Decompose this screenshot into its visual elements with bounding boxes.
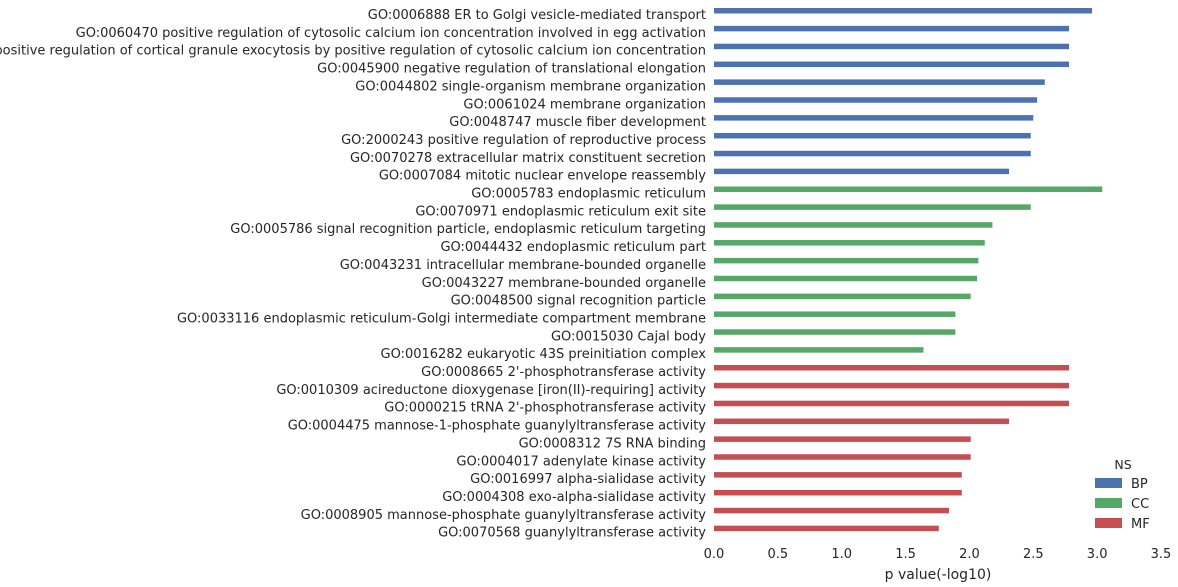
category-label: GO:0000215 tRNA 2'-phosphotransferase ac… — [384, 401, 706, 416]
bar — [714, 79, 1045, 85]
legend-swatch — [1095, 498, 1122, 508]
x-tick-label: 2.0 — [959, 547, 980, 562]
bar — [714, 25, 1070, 32]
category-label: GO:0044432 endoplasmic reticulum part — [440, 240, 706, 255]
category-label: GO:0043231 intracellular membrane-bounde… — [340, 258, 706, 273]
category-label: GO:2000243 positive regulation of reprod… — [341, 133, 706, 148]
category-label: GO:0061024 membrane organization — [463, 97, 706, 112]
category-label: GO:0060472 positive regulation of cortic… — [0, 44, 706, 59]
legend-swatch — [1095, 478, 1122, 488]
category-label: GO:0008665 2'-phosphotransferase activit… — [421, 365, 706, 380]
legend-label: CC — [1131, 497, 1149, 512]
bar — [714, 454, 971, 460]
bars — [714, 8, 1103, 532]
bar — [714, 43, 1070, 50]
legend-entries: BP CC MF — [1095, 477, 1150, 532]
category-label: GO:0008905 mannose-phosphate guanylyltra… — [301, 508, 707, 523]
x-tick-label: 0.5 — [768, 547, 789, 562]
bar — [714, 382, 1070, 389]
category-label: GO:0010309 acireductone dioxygenase [iro… — [276, 383, 706, 398]
category-label: GO:0004017 adenylate kinase activity — [456, 454, 706, 469]
bar — [714, 347, 924, 353]
category-label: GO:0070971 endoplasmic reticulum exit si… — [415, 204, 706, 219]
bar — [714, 311, 956, 317]
category-label: GO:0008312 7S RNA binding — [519, 436, 706, 451]
bar — [714, 472, 962, 478]
bar — [714, 293, 971, 300]
category-label: GO:0048500 signal recognition particle — [451, 294, 706, 309]
x-tick-label: 3.5 — [1151, 547, 1172, 562]
bar — [714, 257, 979, 264]
bar — [714, 436, 971, 442]
x-tick-label: 1.5 — [895, 547, 916, 562]
category-label: GO:0015030 Cajal body — [551, 329, 706, 344]
bar — [714, 525, 939, 532]
category-label: GO:0007084 mitotic nuclear envelope reas… — [379, 169, 706, 184]
bar — [714, 418, 1010, 425]
x-tick-label: 0.0 — [704, 547, 725, 562]
bar — [714, 329, 956, 335]
category-label: GO:0070278 extracellular matrix constitu… — [350, 151, 706, 166]
bar — [714, 489, 962, 496]
x-tick-label: 1.0 — [831, 547, 852, 562]
x-tick-label: 2.5 — [1023, 547, 1044, 562]
bar — [714, 204, 1031, 210]
category-label: GO:0004475 mannose-1-phosphate guanylylt… — [288, 419, 707, 434]
category-label: GO:0048747 muscle fiber development — [449, 115, 706, 130]
category-label: GO:0016282 eukaryotic 43S preinitiation … — [381, 347, 707, 362]
category-label: GO:0016997 alpha-sialidase activity — [470, 472, 706, 487]
bar — [714, 8, 1093, 14]
legend: NS BP CC MF — [1095, 457, 1150, 532]
category-label: GO:0005786 signal recognition particle, … — [230, 222, 706, 237]
bar — [714, 132, 1031, 139]
category-label: GO:0004308 exo-alpha-sialidase activity — [442, 490, 706, 505]
category-label: GO:0044802 single-organism membrane orga… — [355, 79, 706, 94]
legend-label: MF — [1131, 517, 1150, 532]
category-label: GO:0060470 positive regulation of cytoso… — [76, 26, 706, 41]
legend-swatch — [1095, 518, 1122, 528]
category-label: GO:0005783 endoplasmic reticulum — [471, 187, 706, 202]
bar — [714, 400, 1070, 407]
legend-label: BP — [1131, 477, 1148, 492]
category-label: GO:0006888 ER to Golgi vesicle-mediated … — [368, 8, 706, 23]
bar — [714, 97, 1038, 103]
bar — [714, 507, 949, 514]
x-axis: 0.0 0.5 1.0 1.5 2.0 2.5 3.0 3.5 — [704, 547, 1172, 562]
bar — [714, 150, 1031, 157]
bar — [714, 365, 1070, 371]
legend-title: NS — [1114, 457, 1131, 472]
bar — [714, 275, 978, 282]
bar — [714, 222, 993, 228]
category-label: GO:0070568 guanylyltransferase activity — [438, 526, 706, 541]
bar — [714, 186, 1103, 192]
category-label: GO:0033116 endoplasmic reticulum-Golgi i… — [177, 311, 706, 326]
category-labels: GO:0006888 ER to Golgi vesicle-mediated … — [0, 8, 706, 541]
bar — [714, 115, 1034, 121]
bar — [714, 61, 1070, 68]
category-label: GO:0043227 membrane-bounded organelle — [422, 276, 706, 291]
category-label: GO:0045900 negative regulation of transl… — [317, 62, 706, 77]
bar — [714, 168, 1010, 175]
x-axis-label: p value(-log10) — [885, 567, 992, 583]
x-tick-label: 3.0 — [1087, 547, 1108, 562]
bar — [714, 240, 985, 246]
